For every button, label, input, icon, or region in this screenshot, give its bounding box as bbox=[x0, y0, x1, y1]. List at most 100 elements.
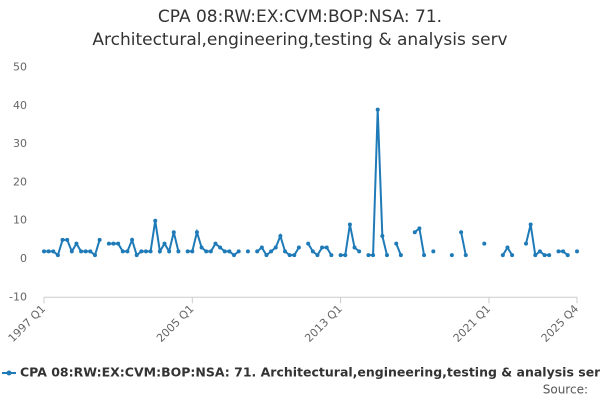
point bbox=[306, 241, 311, 246]
point bbox=[310, 249, 315, 254]
y-tick-label: 50 bbox=[13, 61, 27, 74]
point bbox=[88, 249, 93, 254]
point bbox=[422, 253, 427, 258]
point bbox=[190, 249, 195, 254]
point bbox=[431, 249, 436, 254]
x-tick-label: 2013 Q1 bbox=[302, 302, 345, 345]
point bbox=[366, 253, 371, 258]
series-line bbox=[44, 110, 577, 256]
point bbox=[264, 253, 269, 258]
point bbox=[287, 253, 292, 258]
point bbox=[116, 241, 121, 246]
point bbox=[232, 253, 237, 258]
point bbox=[398, 253, 403, 258]
point bbox=[130, 237, 135, 242]
point bbox=[97, 237, 102, 242]
point bbox=[92, 253, 97, 258]
point bbox=[236, 249, 241, 254]
point bbox=[459, 230, 464, 235]
point bbox=[463, 253, 468, 258]
point bbox=[343, 253, 348, 258]
point bbox=[148, 249, 153, 254]
point bbox=[74, 241, 79, 246]
point bbox=[208, 249, 213, 254]
legend-label: CPA 08:RW:EX:CVM:BOP:NSA: 71. Architectu… bbox=[20, 365, 600, 380]
point bbox=[176, 249, 181, 254]
point bbox=[565, 253, 570, 258]
point bbox=[153, 218, 158, 223]
y-tick-label: 40 bbox=[13, 99, 27, 112]
y-tick-label: 10 bbox=[13, 214, 27, 227]
point bbox=[375, 107, 380, 112]
point bbox=[320, 245, 325, 250]
y-tick-label: -10 bbox=[9, 290, 27, 303]
point bbox=[352, 245, 357, 250]
point bbox=[69, 249, 74, 254]
point bbox=[42, 249, 46, 254]
point bbox=[505, 245, 510, 250]
point bbox=[384, 253, 389, 258]
point bbox=[204, 249, 209, 254]
point bbox=[143, 249, 148, 254]
point bbox=[171, 230, 176, 235]
point bbox=[222, 249, 227, 254]
point bbox=[357, 249, 362, 254]
point bbox=[79, 249, 84, 254]
point bbox=[296, 245, 301, 250]
point bbox=[255, 249, 260, 254]
point bbox=[134, 253, 139, 258]
point bbox=[185, 249, 190, 254]
point bbox=[371, 253, 376, 258]
point bbox=[417, 226, 422, 231]
point bbox=[324, 245, 329, 250]
point bbox=[283, 249, 288, 254]
point bbox=[120, 249, 125, 254]
point bbox=[575, 249, 579, 254]
chart-title: CPA 08:RW:EX:CVM:BOP:NSA: 71. bbox=[158, 7, 442, 27]
point bbox=[537, 249, 542, 254]
point bbox=[547, 253, 552, 258]
point bbox=[278, 234, 283, 239]
y-tick-label: 20 bbox=[13, 175, 27, 188]
x-tick-label: 2025 Q4 bbox=[539, 302, 582, 345]
point bbox=[329, 253, 334, 258]
chart-title: Architectural,engineering,testing & anal… bbox=[92, 30, 507, 50]
point bbox=[199, 245, 204, 250]
point bbox=[60, 237, 65, 242]
point bbox=[111, 241, 116, 246]
y-tick-label: 0 bbox=[20, 252, 27, 265]
source: Source: bbox=[543, 383, 588, 397]
point bbox=[510, 253, 515, 258]
x-tick-label: 2021 Q1 bbox=[451, 302, 494, 345]
point bbox=[533, 253, 538, 258]
point bbox=[65, 237, 70, 242]
point bbox=[162, 241, 167, 246]
y-tick-label: 30 bbox=[13, 137, 27, 150]
point bbox=[213, 241, 218, 246]
point bbox=[55, 253, 60, 258]
point bbox=[51, 249, 56, 254]
point bbox=[412, 230, 417, 235]
point bbox=[524, 241, 529, 246]
point bbox=[167, 249, 172, 254]
point bbox=[561, 249, 566, 254]
x-tick-label: 2005 Q1 bbox=[154, 302, 197, 345]
point bbox=[139, 249, 144, 254]
point bbox=[273, 245, 278, 250]
point bbox=[106, 241, 111, 246]
point bbox=[259, 245, 264, 250]
point bbox=[338, 253, 343, 258]
point bbox=[556, 249, 561, 254]
point bbox=[292, 253, 297, 258]
legend-marker bbox=[6, 370, 12, 376]
point bbox=[157, 249, 162, 254]
point bbox=[380, 234, 385, 239]
point bbox=[245, 249, 250, 254]
point bbox=[449, 253, 454, 258]
point bbox=[218, 245, 223, 250]
point bbox=[194, 230, 199, 235]
point bbox=[528, 222, 533, 227]
x-tick-label: 1997 Q1 bbox=[6, 302, 49, 345]
point bbox=[269, 249, 274, 254]
